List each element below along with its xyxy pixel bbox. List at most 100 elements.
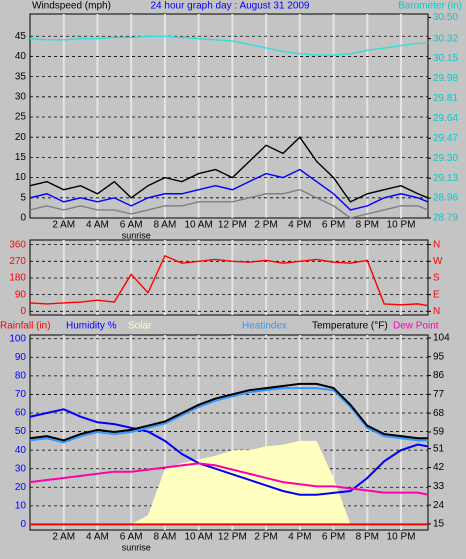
y-tick-label: 20 (15, 482, 27, 493)
y2-tick-label: 59 (433, 427, 445, 438)
x-tick-label: 6 AM (120, 220, 143, 231)
y2-tick-label: 68 (433, 408, 445, 419)
y-tick-label: 0 (20, 213, 26, 224)
y2-tick-label: 30.50 (433, 12, 458, 23)
plot-area (29, 239, 429, 316)
y-tick-label: 35 (15, 71, 27, 82)
y2-tick-label: 28.96 (433, 193, 458, 204)
series-line (29, 382, 428, 442)
y2-tick-label: 33 (433, 481, 445, 492)
y2-tick-label: 77 (433, 389, 445, 400)
x-tick-label: 10 AM (184, 220, 212, 231)
y2-tick-label: 15 (433, 519, 445, 530)
y-tick-label: 15 (15, 152, 27, 163)
x-tick-label: 2 PM (254, 220, 277, 231)
y-tick-label: 20 (15, 132, 27, 143)
legend-entry: Rainfall (in) (0, 321, 51, 332)
x-tick-label: 6 AM (120, 532, 143, 543)
x-tick-label: 4 PM (288, 532, 311, 543)
y2-tick-label: 28.79 (433, 213, 458, 224)
y-tick-label: 40 (15, 51, 27, 62)
y2-axis-label: Barometer (in) (398, 1, 462, 12)
y-tick-label: 30 (15, 91, 27, 102)
x-tick-label: 2 PM (254, 532, 277, 543)
y2-tick-label: 95 (433, 351, 445, 362)
y-tick-label: 90 (15, 352, 27, 363)
y-tick-label: 100 (9, 333, 26, 344)
x-tick-label: 10 PM (387, 220, 416, 231)
y2-tick-label: 51 (433, 443, 445, 454)
x-tick-label: 8 AM (154, 220, 177, 231)
series-line (29, 387, 428, 444)
plot-area (29, 13, 429, 219)
y-tick-label: 45 (15, 31, 27, 42)
x-tick-label: 8 AM (154, 532, 177, 543)
series-line (29, 254, 429, 307)
y-tick-label: 180 (9, 273, 26, 284)
y-tick-label: 0 (20, 306, 26, 317)
y2-tick-label: 29.30 (433, 153, 458, 164)
y2-tick-label: 29.98 (433, 73, 458, 84)
legend-entry: Temperature (°F) (312, 321, 388, 332)
y2-tick-label: 30.32 (433, 33, 458, 44)
sunrise-label: sunrise (122, 542, 151, 552)
legend-entry: Humidity % (66, 321, 117, 332)
x-tick-label: 6 PM (322, 532, 345, 543)
y-tick-label: 90 (15, 289, 27, 300)
y-tick-label: 0 (20, 519, 26, 530)
x-tick-label: 2 AM (52, 532, 75, 543)
y2-tick-label: E (433, 289, 440, 300)
series-line (29, 35, 428, 56)
legend-entry: Solar (128, 321, 152, 332)
y2-tick-label: 30.15 (433, 53, 458, 64)
x-tick-label: 10 PM (387, 532, 416, 543)
x-tick-label: 4 AM (86, 220, 109, 231)
series-line (29, 188, 429, 219)
series-line (29, 462, 429, 496)
y-tick-label: 10 (15, 500, 27, 511)
y-tick-label: 270 (9, 256, 26, 267)
solar-area (30, 440, 428, 525)
y-tick-label: 50 (15, 426, 27, 437)
y2-tick-label: S (433, 273, 440, 284)
y2-tick-label: 24 (433, 500, 445, 511)
x-tick-label: 10 AM (184, 532, 212, 543)
x-tick-label: 4 AM (86, 532, 109, 543)
legend-entry: Dew Point (393, 321, 439, 332)
y-tick-label: 25 (15, 112, 27, 123)
y2-tick-label: 29.81 (433, 93, 458, 104)
y2-tick-label: N (433, 239, 440, 250)
sunrise-label: sunrise (122, 230, 151, 240)
y2-tick-label: 29.13 (433, 173, 458, 184)
x-tick-label: 12 PM (218, 220, 247, 231)
y2-tick-label: N (433, 306, 440, 317)
y-tick-label: 40 (15, 445, 27, 456)
y-tick-label: 80 (15, 370, 27, 381)
y-tick-label: 360 (9, 239, 26, 250)
y-axis-label: Windspeed (mph) (32, 1, 111, 12)
x-tick-label: 2 AM (52, 220, 75, 231)
y2-tick-label: 29.64 (433, 113, 458, 124)
y-tick-label: 30 (15, 463, 27, 474)
y-tick-label: 70 (15, 389, 27, 400)
x-tick-label: 12 PM (218, 532, 247, 543)
legend-entry: Heatindex (242, 321, 287, 332)
y2-tick-label: 29.47 (433, 133, 458, 144)
y2-tick-label: 42 (433, 462, 445, 473)
chart-title: 24 hour graph day : August 31 2009 (150, 1, 309, 12)
y2-tick-label: 104 (433, 333, 450, 344)
x-tick-label: 4 PM (288, 220, 311, 231)
series-line (29, 408, 429, 496)
x-tick-label: 8 PM (356, 532, 379, 543)
y2-tick-label: 86 (433, 370, 445, 381)
x-tick-label: 6 PM (322, 220, 345, 231)
x-tick-label: 8 PM (356, 220, 379, 231)
series-line (29, 136, 429, 203)
y2-tick-label: W (433, 256, 443, 267)
y-tick-label: 10 (15, 172, 27, 183)
y-tick-label: 5 (20, 192, 26, 203)
series-line (29, 168, 429, 211)
y-tick-label: 60 (15, 408, 27, 419)
